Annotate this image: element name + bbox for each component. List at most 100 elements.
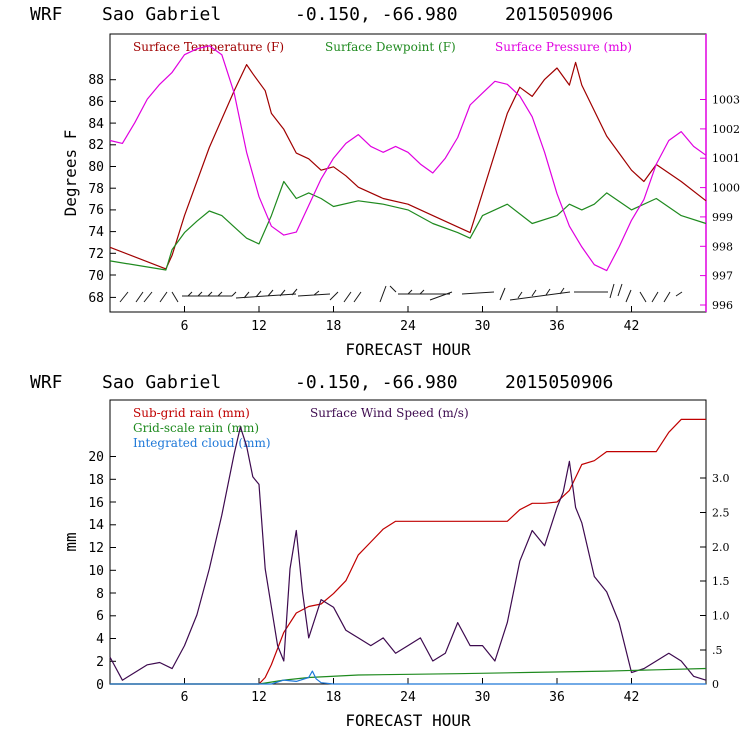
panel1-y2-ticks: 996 997 998 999 1000 1001 1002 1003: [700, 94, 740, 312]
panel1-header-run: 2015050906: [505, 4, 613, 25]
svg-text:76: 76: [88, 203, 104, 218]
svg-text:80: 80: [88, 160, 104, 175]
panel1-header-location: Sao Gabriel: [102, 4, 221, 25]
panel1-x-ticks: 6 12 18 24 30 36 42: [181, 306, 639, 334]
wind-tick-2.5: 2.5: [700, 507, 730, 520]
svg-text:30: 30: [475, 690, 491, 705]
svg-text:2.0: 2.0: [712, 541, 730, 554]
series-surface-dewpoint: [109, 180, 707, 271]
y-tick-68: 68: [88, 291, 116, 306]
series-surface-pressure: [109, 45, 707, 272]
svg-text:997: 997: [712, 270, 733, 283]
p2-x-tick-42: 42: [624, 678, 640, 705]
mm-tick-2: 2: [96, 655, 116, 670]
y2-tick-1001: 1001: [700, 152, 740, 165]
svg-text:36: 36: [549, 690, 565, 705]
p2-x-tick-36: 36: [549, 678, 565, 705]
p2-x-tick-30: 30: [475, 678, 491, 705]
svg-text:2.5: 2.5: [712, 507, 730, 520]
panel2-header-model: WRF: [30, 372, 63, 393]
panel2-y2-ticks: 0 .5 1.0 1.5 2.0 2.5 3.0: [700, 472, 730, 691]
svg-text:20: 20: [88, 450, 104, 465]
y-tick-76: 76: [88, 203, 116, 218]
y-tick-82: 82: [88, 138, 116, 153]
p2-x-tick-24: 24: [400, 678, 416, 705]
y2-tick-998: 998: [700, 240, 733, 253]
svg-text:4: 4: [96, 632, 104, 647]
svg-text:10: 10: [88, 564, 104, 579]
legend-subgrid-rain: Sub-grid rain (mm): [133, 406, 250, 420]
x-tick-42: 42: [624, 306, 639, 334]
p2-x-tick-6: 6: [181, 678, 188, 705]
svg-text:88: 88: [88, 73, 104, 88]
svg-text:82: 82: [88, 138, 104, 153]
svg-text:.5: .5: [712, 644, 723, 657]
svg-text:8: 8: [96, 587, 104, 602]
x-tick-18: 18: [326, 306, 342, 334]
svg-text:1000: 1000: [712, 182, 740, 195]
mm-tick-14: 14: [88, 518, 116, 533]
y-tick-70: 70: [88, 269, 116, 284]
svg-text:996: 996: [712, 299, 733, 312]
panel2-x-axis-title: FORECAST HOUR: [345, 711, 471, 730]
y2-tick-1000: 1000: [700, 182, 740, 195]
svg-text:1.0: 1.0: [712, 610, 730, 623]
panel1-series: [109, 45, 707, 272]
mm-tick-20: 20: [88, 450, 116, 465]
legend-gridscale-rain: Grid-scale rain (mm): [133, 421, 259, 435]
svg-text:72: 72: [88, 247, 104, 262]
svg-text:12: 12: [251, 690, 267, 705]
x-tick-6: 6: [181, 306, 189, 334]
mm-tick-10: 10: [88, 564, 116, 579]
y-tick-88: 88: [88, 73, 116, 88]
wind-tick-2.0: 2.0: [700, 541, 730, 554]
panel1-header-model: WRF: [30, 4, 63, 25]
legend-surface-temperature: Surface Temperature (F): [133, 40, 284, 54]
svg-text:68: 68: [88, 291, 104, 306]
panel1-header-coords: -0.150, -66.980: [295, 4, 458, 25]
svg-text:78: 78: [88, 182, 104, 197]
temperature-panel: WRF Sao Gabriel -0.150, -66.980 20150509…: [30, 4, 740, 359]
y-tick-74: 74: [88, 225, 116, 240]
precipitation-panel: WRF Sao Gabriel -0.150, -66.980 20150509…: [30, 372, 730, 730]
svg-text:2: 2: [96, 655, 104, 670]
panel1-header: WRF Sao Gabriel -0.150, -66.980 20150509…: [30, 4, 613, 25]
svg-text:1001: 1001: [712, 152, 740, 165]
svg-text:18: 18: [326, 319, 342, 334]
y-tick-86: 86: [88, 95, 116, 110]
panel2-header-location: Sao Gabriel: [102, 372, 221, 393]
svg-text:18: 18: [88, 473, 104, 488]
y2-tick-1003: 1003: [700, 94, 740, 107]
svg-text:1.5: 1.5: [712, 575, 730, 588]
svg-text:998: 998: [712, 240, 733, 253]
svg-text:42: 42: [624, 690, 640, 705]
mm-tick-6: 6: [96, 609, 116, 624]
wind-tick-1.0: 1.0: [700, 610, 730, 623]
series-integrated-cloud: [110, 670, 706, 685]
x-tick-12: 12: [251, 306, 267, 334]
svg-text:74: 74: [88, 225, 104, 240]
svg-text:0: 0: [96, 678, 104, 693]
wind-tick-3.0: 3.0: [700, 472, 730, 485]
y2-tick-1002: 1002: [700, 123, 740, 136]
mm-tick-4: 4: [96, 632, 116, 647]
p2-x-tick-18: 18: [326, 678, 342, 705]
legend-surface-pressure: Surface Pressure (mb): [495, 40, 632, 54]
series-surface-wind-speed: [109, 426, 707, 681]
wind-tick-1.5: 1.5: [700, 575, 730, 588]
wind-barb-row: [119, 283, 683, 303]
y-tick-80: 80: [88, 160, 116, 175]
panel2-y-axis-title: mm: [61, 532, 80, 551]
svg-text:16: 16: [88, 496, 104, 511]
panel1-x-axis-title: FORECAST HOUR: [345, 340, 471, 359]
svg-text:70: 70: [88, 269, 104, 284]
panel2-header-run: 2015050906: [505, 372, 613, 393]
svg-text:24: 24: [400, 319, 416, 334]
panel1-y-axis-title: Degrees F: [61, 130, 80, 217]
x-tick-36: 36: [549, 306, 565, 334]
svg-text:14: 14: [88, 518, 104, 533]
svg-text:6: 6: [181, 319, 189, 334]
svg-text:18: 18: [326, 690, 342, 705]
